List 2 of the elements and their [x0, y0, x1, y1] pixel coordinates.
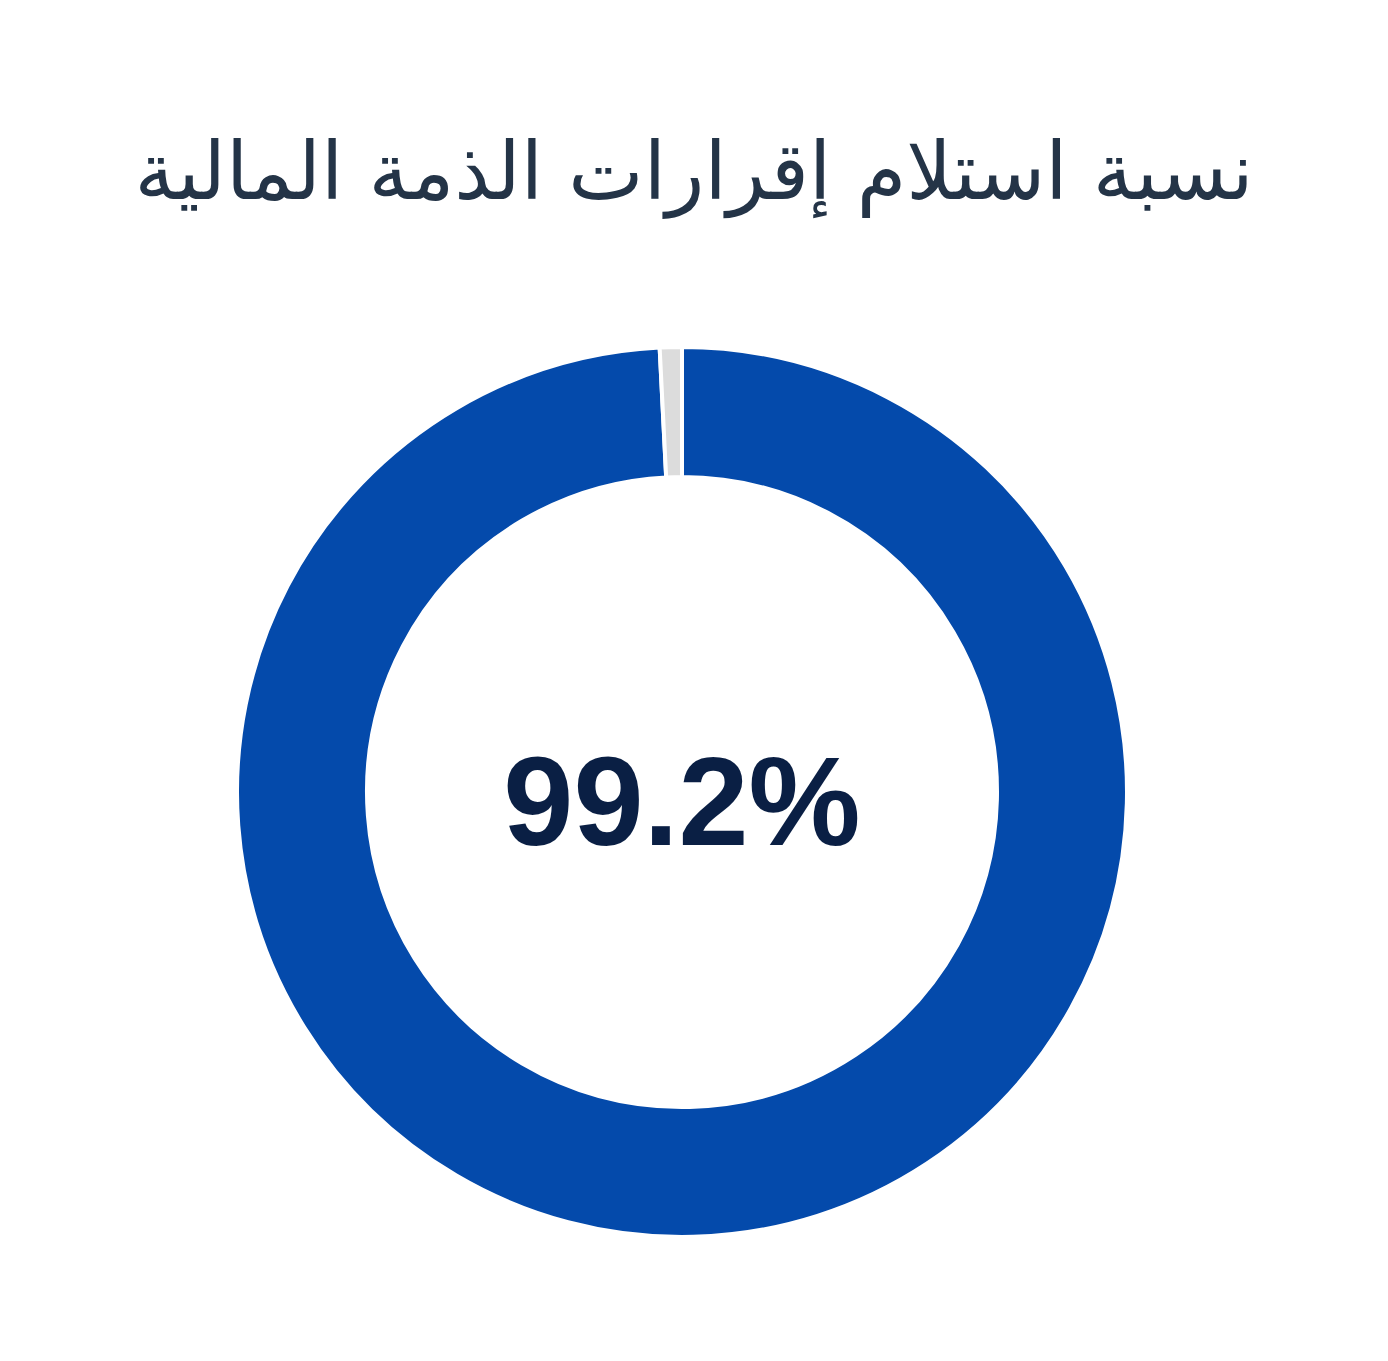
- text: 99.2%: [502, 730, 862, 874]
- chart-title: نسبة استلام إقرارات الذمة المالية: [133, 124, 1255, 221]
